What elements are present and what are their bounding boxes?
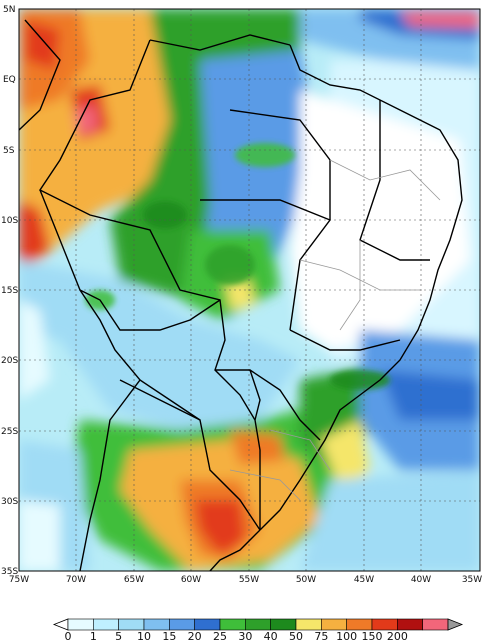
colorbar-swatch [194,618,221,631]
lon-label: 70W [66,575,86,585]
state-borders [229,159,441,501]
colorbar-tick-label: 50 [289,630,303,643]
lon-label: 40W [411,575,431,585]
lat-label: 35S [1,567,18,577]
colorbar-tick-label: 15 [162,630,176,643]
colorbar-tick-label: 25 [213,630,227,643]
lat-label: 5N [3,5,15,15]
colorbar-tick-label: 200 [387,630,408,643]
latitude-labels: 5N EQ 5S 10S 15S 20S 25S 30S 35S [1,5,18,577]
colorbar [52,618,464,631]
lat-label: 10S [1,216,18,226]
lon-label: 55W [239,575,259,585]
lon-label: 75W [9,575,29,585]
colorbar-over-arrow [447,618,464,631]
lat-label: 20S [1,356,18,366]
map-frame [18,8,481,572]
colorbar-tick-label: 150 [362,630,383,643]
lat-label: EQ [3,75,16,85]
colorbar-tick-label: 30 [238,630,252,643]
colorbar-swatch [295,618,322,631]
lat-label: 30S [1,497,18,507]
colorbar-swatch [118,618,145,631]
colorbar-swatch [422,618,449,631]
colorbar-swatch [397,618,423,631]
colorbar-under-arrow [52,618,69,631]
colorbar-tick-label: 10 [137,630,151,643]
colorbar-tick-label: 5 [115,630,122,643]
precipitation-field [19,9,480,571]
colorbar-swatch [93,618,119,631]
lon-label: 35W [462,575,482,585]
colorbar-swatch [169,618,195,631]
lon-label: 50W [296,575,316,585]
colorbar-swatch [143,618,170,631]
colorbar-swatch [245,618,271,631]
colorbar-swatch [219,618,246,631]
lat-label: 15S [1,286,18,296]
colorbar-swatch [321,618,347,631]
graticule [19,9,480,571]
colorbar-swatch [67,618,94,631]
colorbar-tick-label: 75 [314,630,328,643]
colorbar-tick-label: 40 [264,630,278,643]
colorbar-swatch [346,618,373,631]
colorbar-swatch [371,618,398,631]
colorbar-tick-label: 100 [336,630,357,643]
lon-label: 45W [354,575,374,585]
lat-label: 5S [3,146,15,156]
colorbar-swatch [270,618,297,631]
lon-label: 60W [181,575,201,585]
colorbar-tick-label: 1 [90,630,97,643]
colorbar-tick-label: 0 [65,630,72,643]
colorbar-labels: 0 1 5 10 15 20 25 30 40 50 75 100 150 20… [65,630,408,643]
longitude-labels: 75W 70W 65W 60W 55W 50W 45W 40W 35W [9,575,482,585]
lon-label: 65W [124,575,144,585]
lat-label: 25S [1,427,18,437]
colorbar-tick-label: 20 [188,630,202,643]
